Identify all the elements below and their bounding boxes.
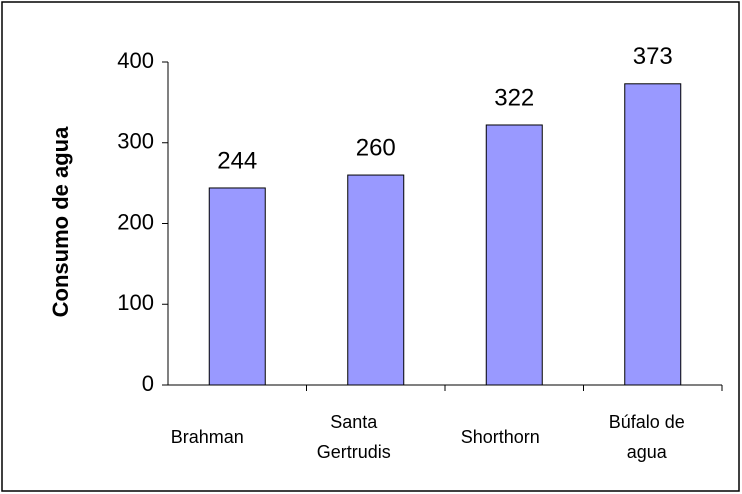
y-tick-label: 0 [142, 371, 154, 396]
data-label: 244 [217, 147, 257, 174]
x-tick-label: Shorthorn [460, 427, 540, 447]
bar [624, 83, 682, 386]
x-tick-label: Santa Gertrudis [316, 412, 391, 462]
x-tick-label: Búfalo de agua [608, 412, 685, 462]
y-tick-label: 200 [117, 209, 154, 234]
data-label: 322 [494, 84, 534, 111]
bar [347, 174, 405, 386]
y-axis-label: Consumo de agua [48, 126, 73, 317]
x-tick-label: Brahman [170, 427, 244, 447]
bar [208, 187, 266, 386]
y-tick-label: 100 [117, 290, 154, 315]
y-tick-label: 400 [117, 48, 154, 73]
data-label: 373 [633, 43, 673, 70]
bar [485, 124, 543, 386]
y-tick-label: 300 [117, 129, 154, 154]
data-label: 260 [356, 134, 396, 161]
